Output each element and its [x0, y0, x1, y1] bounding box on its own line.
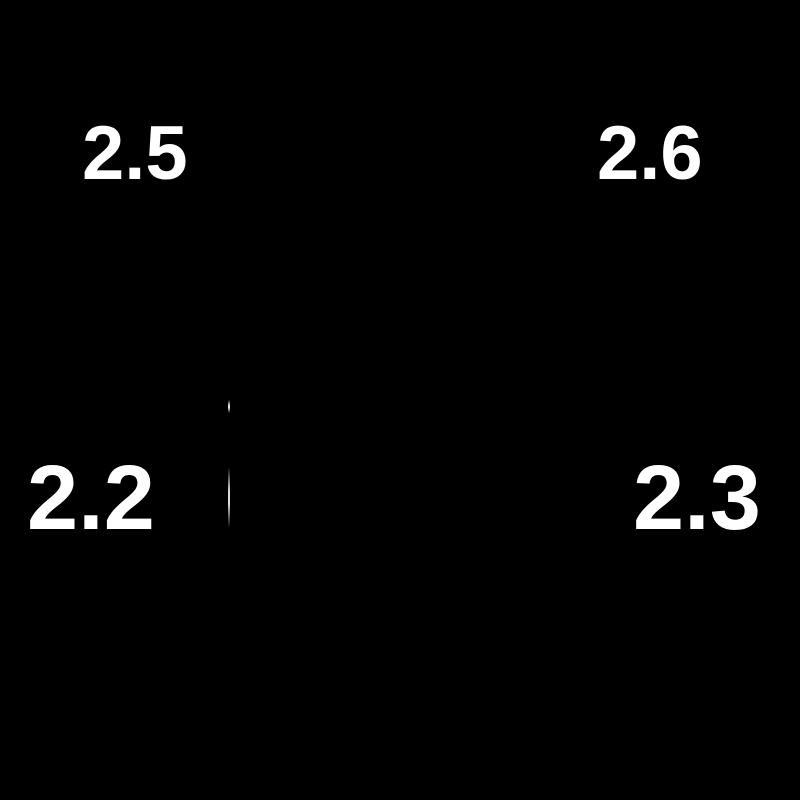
label-bottom-right: 2.3 — [633, 447, 761, 549]
label-bottom-left: 2.2 — [27, 447, 155, 549]
label-top-right: 2.6 — [597, 111, 703, 196]
thin-line-mark — [228, 467, 230, 528]
label-top-left: 2.5 — [82, 111, 188, 196]
thin-line-mark — [228, 400, 230, 413]
